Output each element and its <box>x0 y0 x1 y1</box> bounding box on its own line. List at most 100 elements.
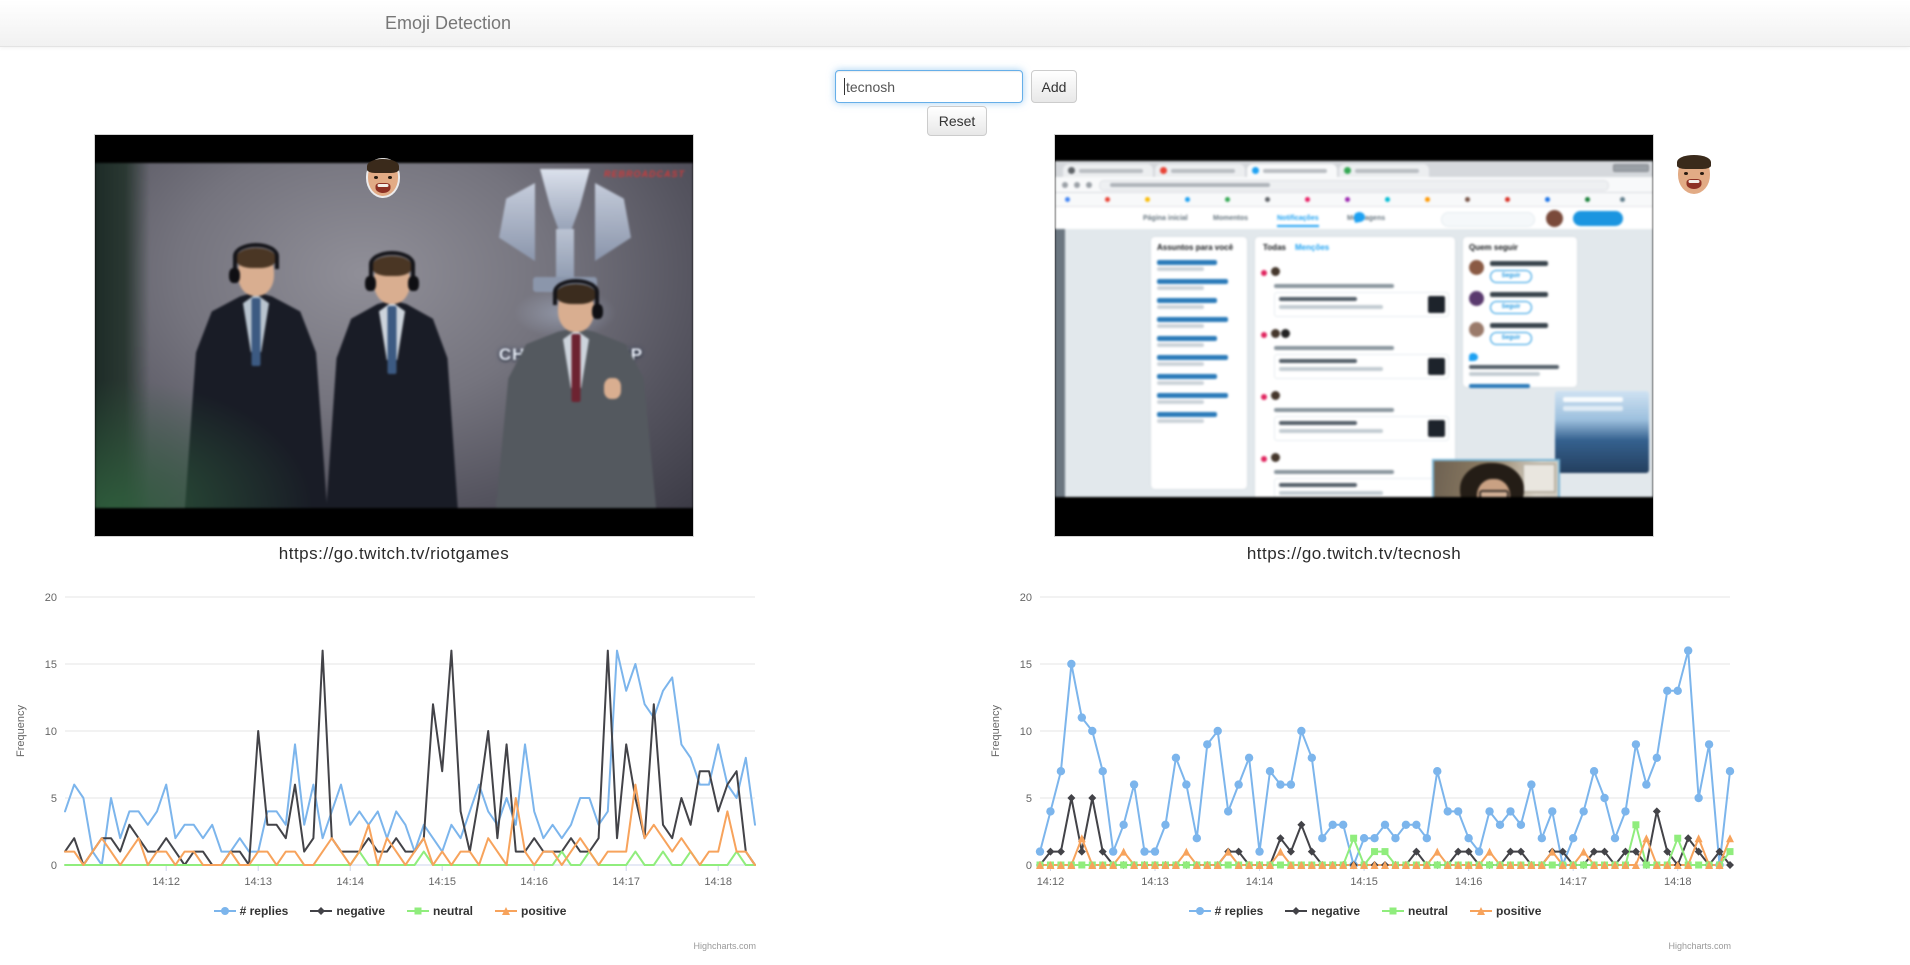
svg-text:14:13: 14:13 <box>244 876 272 888</box>
detected-emote-tecnosh <box>1677 155 1711 194</box>
bookmark-favicons <box>1065 197 1070 202</box>
who-to-follow-title: Quem seguir <box>1469 243 1518 252</box>
browser-window: Página inicial Momentos Notificações Men… <box>1055 161 1653 497</box>
caster-center <box>319 251 465 508</box>
legend-item-negative[interactable]: negative <box>310 904 385 918</box>
detected-emote-riotgames <box>367 159 399 196</box>
legend-item--replies[interactable]: # replies <box>213 904 288 918</box>
svg-text:15: 15 <box>1020 659 1032 671</box>
chart-plot: 0 5 10 15 20 14:12 14:13 14:14 14:15 14:16 14:17 14… <box>15 592 756 888</box>
notification-item <box>1261 449 1449 497</box>
svg-text:14:15: 14:15 <box>1350 876 1378 888</box>
feed-tab-all: Todas <box>1263 243 1286 252</box>
twitter-nav-home: Página inicial <box>1143 215 1188 222</box>
twitter-tab-favicon <box>1252 167 1259 174</box>
legend-item-positive[interactable]: positive <box>1470 904 1541 918</box>
legend-item-negative[interactable]: negative <box>1285 904 1360 918</box>
tab-favicon <box>1344 167 1351 174</box>
caster-right <box>487 279 665 508</box>
svg-text:20: 20 <box>1020 592 1032 604</box>
twitter-nav-messages: Mensagens <box>1347 215 1386 222</box>
svg-text:14:18: 14:18 <box>1664 876 1692 888</box>
follow-suggestion: Seguir <box>1469 259 1571 283</box>
chart-legend: # replies negative neutral positive <box>985 904 1745 918</box>
svg-text:14:12: 14:12 <box>152 876 180 888</box>
stream-video-riotgames[interactable]: CHAMPIONSHIP REBROADCAST <box>94 134 694 537</box>
legend-label: positive <box>1496 904 1542 918</box>
legend-label: negative <box>1311 904 1360 918</box>
svg-text:14:16: 14:16 <box>1455 876 1483 888</box>
legend-label: neutral <box>433 904 474 918</box>
text-caret <box>844 78 845 95</box>
legend-label: positive <box>521 904 567 918</box>
svg-text:14:17: 14:17 <box>1559 876 1587 888</box>
twitter-nav: Página inicial Momentos Notificações Men… <box>1055 207 1653 232</box>
channel-input[interactable] <box>835 70 1023 103</box>
navbar: Emoji Detection <box>0 0 1910 47</box>
notification-item <box>1261 263 1449 317</box>
legend-item-positive[interactable]: positive <box>495 904 566 918</box>
bookmarks-bar <box>1055 193 1653 207</box>
stream-video-tecnosh[interactable]: Página inicial Momentos Notificações Men… <box>1054 134 1654 537</box>
svg-text:0: 0 <box>1026 860 1032 872</box>
browser-toolbar <box>1055 177 1653 193</box>
webcam-overlay <box>1432 459 1560 497</box>
legend-label: negative <box>336 904 385 918</box>
svg-text:20: 20 <box>45 592 57 604</box>
app-title: Emoji Detection <box>385 13 512 33</box>
svg-text:14:14: 14:14 <box>1246 876 1274 888</box>
svg-text:5: 5 <box>51 793 57 805</box>
url-bar <box>1099 180 1609 191</box>
svg-text:14:18: 14:18 <box>704 876 732 888</box>
svg-text:14:16: 14:16 <box>520 876 548 888</box>
svg-text:10: 10 <box>1020 726 1032 738</box>
chart-tecnosh: 0 5 10 15 20 14:12 14:13 14:14 14:15 14:16 14:17 14… <box>985 583 1745 955</box>
svg-text:0: 0 <box>51 860 57 872</box>
caster-left <box>177 243 335 508</box>
highcharts-credits-link[interactable]: Highcharts.com <box>693 941 756 951</box>
twitter-search-box <box>1441 212 1535 227</box>
legend-label: # replies <box>1214 904 1264 918</box>
legend-label: neutral <box>1408 904 1449 918</box>
svg-text:Frequency: Frequency <box>990 705 1002 757</box>
follow-button: Seguir <box>1490 270 1532 283</box>
tweet-button <box>1573 211 1623 226</box>
twitter-nav-moments: Momentos <box>1213 215 1248 222</box>
chart-riotgames: 0 5 10 15 20 14:12 14:13 14:14 14:15 14:16 14:17 14… <box>10 583 770 955</box>
legend-item-neutral[interactable]: neutral <box>407 904 473 918</box>
svg-text:14:14: 14:14 <box>336 876 364 888</box>
legend-item--replies[interactable]: # replies <box>1188 904 1264 918</box>
feed-tab-mentions: Menções <box>1295 243 1330 252</box>
championship-trophy <box>499 167 631 347</box>
channel-input-wrap <box>835 70 1023 103</box>
highcharts-credits-link[interactable]: Highcharts.com <box>1668 941 1731 951</box>
svg-text:Frequency: Frequency <box>15 705 27 757</box>
who-to-follow-panel: Quem seguir Seguir Seguir Seguir <box>1463 237 1577 388</box>
browser-tabstrip <box>1055 161 1653 177</box>
follow-suggestion: Seguir <box>1469 321 1571 345</box>
add-button[interactable]: Add <box>1031 70 1077 103</box>
notification-item <box>1261 387 1449 441</box>
svg-text:14:15: 14:15 <box>428 876 456 888</box>
svg-text:10: 10 <box>45 726 57 738</box>
follow-promo <box>1469 353 1571 388</box>
window-controls <box>1614 165 1648 171</box>
svg-text:14:13: 14:13 <box>1141 876 1169 888</box>
chart-legend: # replies negative neutral positive <box>10 904 770 918</box>
twitter-nav-notifications: Notificações <box>1277 215 1319 227</box>
svg-text:5: 5 <box>1026 793 1032 805</box>
svg-text:14:17: 14:17 <box>612 876 640 888</box>
tab-favicon <box>1068 167 1075 174</box>
follow-button: Seguir <box>1490 332 1532 345</box>
legend-item-neutral[interactable]: neutral <box>1382 904 1448 918</box>
sidebar-ad <box>1555 391 1649 473</box>
twitter-avatar <box>1546 210 1563 227</box>
tab-favicon <box>1160 167 1167 174</box>
glasses <box>1479 490 1509 497</box>
broadcast-scene: CHAMPIONSHIP REBROADCAST <box>95 163 693 508</box>
rebroadcast-label: REBROADCAST <box>603 169 685 179</box>
reset-button[interactable]: Reset <box>927 106 987 136</box>
follow-suggestion: Seguir <box>1469 290 1571 314</box>
follow-button: Seguir <box>1490 301 1532 314</box>
notifications-feed: Todas Menções <box>1255 237 1455 497</box>
